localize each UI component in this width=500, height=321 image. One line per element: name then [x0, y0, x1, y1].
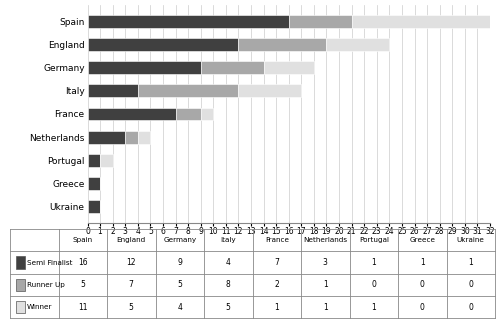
- Bar: [88, 108, 176, 120]
- Bar: [238, 84, 302, 97]
- Text: 1: 1: [468, 258, 473, 267]
- Text: Germany: Germany: [163, 237, 196, 243]
- Text: 0: 0: [468, 280, 473, 289]
- Text: 12: 12: [126, 258, 136, 267]
- Bar: [352, 15, 490, 28]
- Text: 3: 3: [323, 258, 328, 267]
- Text: 5: 5: [80, 280, 85, 289]
- Bar: [238, 38, 326, 51]
- Text: France: France: [265, 237, 289, 243]
- Bar: [88, 15, 289, 28]
- Bar: [16, 256, 24, 269]
- Text: 5: 5: [178, 280, 182, 289]
- Bar: [88, 177, 100, 190]
- Text: 1: 1: [372, 302, 376, 312]
- Bar: [100, 154, 112, 167]
- Text: 1: 1: [323, 302, 328, 312]
- Text: 0: 0: [468, 302, 473, 312]
- Text: 1: 1: [323, 280, 328, 289]
- Bar: [326, 38, 390, 51]
- Text: Ukraine: Ukraine: [457, 237, 484, 243]
- Text: Semi Finalist: Semi Finalist: [27, 259, 72, 265]
- Bar: [88, 154, 100, 167]
- Text: 1: 1: [372, 258, 376, 267]
- Text: 9: 9: [178, 258, 182, 267]
- Text: 0: 0: [372, 280, 376, 289]
- Bar: [138, 84, 238, 97]
- Bar: [88, 61, 200, 74]
- Text: 4: 4: [226, 258, 230, 267]
- Text: Italy: Italy: [220, 237, 236, 243]
- Bar: [264, 61, 314, 74]
- Text: 7: 7: [129, 280, 134, 289]
- Text: Portugal: Portugal: [359, 237, 389, 243]
- Bar: [88, 38, 238, 51]
- Text: 11: 11: [78, 302, 88, 312]
- Text: Spain: Spain: [72, 237, 93, 243]
- Bar: [88, 84, 138, 97]
- Bar: [125, 131, 138, 143]
- Bar: [289, 15, 352, 28]
- Text: Runner Up: Runner Up: [27, 282, 65, 288]
- Text: 4: 4: [178, 302, 182, 312]
- Text: 5: 5: [129, 302, 134, 312]
- Text: 2: 2: [274, 280, 279, 289]
- Bar: [200, 61, 264, 74]
- Text: 8: 8: [226, 280, 230, 289]
- Text: 1: 1: [420, 258, 424, 267]
- Text: 1: 1: [274, 302, 279, 312]
- Bar: [138, 131, 150, 143]
- Bar: [200, 108, 213, 120]
- Text: 16: 16: [78, 258, 88, 267]
- Bar: [88, 131, 125, 143]
- Text: 5: 5: [226, 302, 230, 312]
- Bar: [88, 200, 100, 213]
- Text: Greece: Greece: [409, 237, 435, 243]
- Bar: [16, 301, 24, 313]
- Text: England: England: [116, 237, 146, 243]
- Bar: [16, 279, 24, 291]
- Text: 0: 0: [420, 280, 424, 289]
- Text: Winner: Winner: [27, 304, 52, 310]
- Text: 0: 0: [420, 302, 424, 312]
- Text: Netherlands: Netherlands: [303, 237, 348, 243]
- Text: 7: 7: [274, 258, 279, 267]
- Bar: [176, 108, 201, 120]
